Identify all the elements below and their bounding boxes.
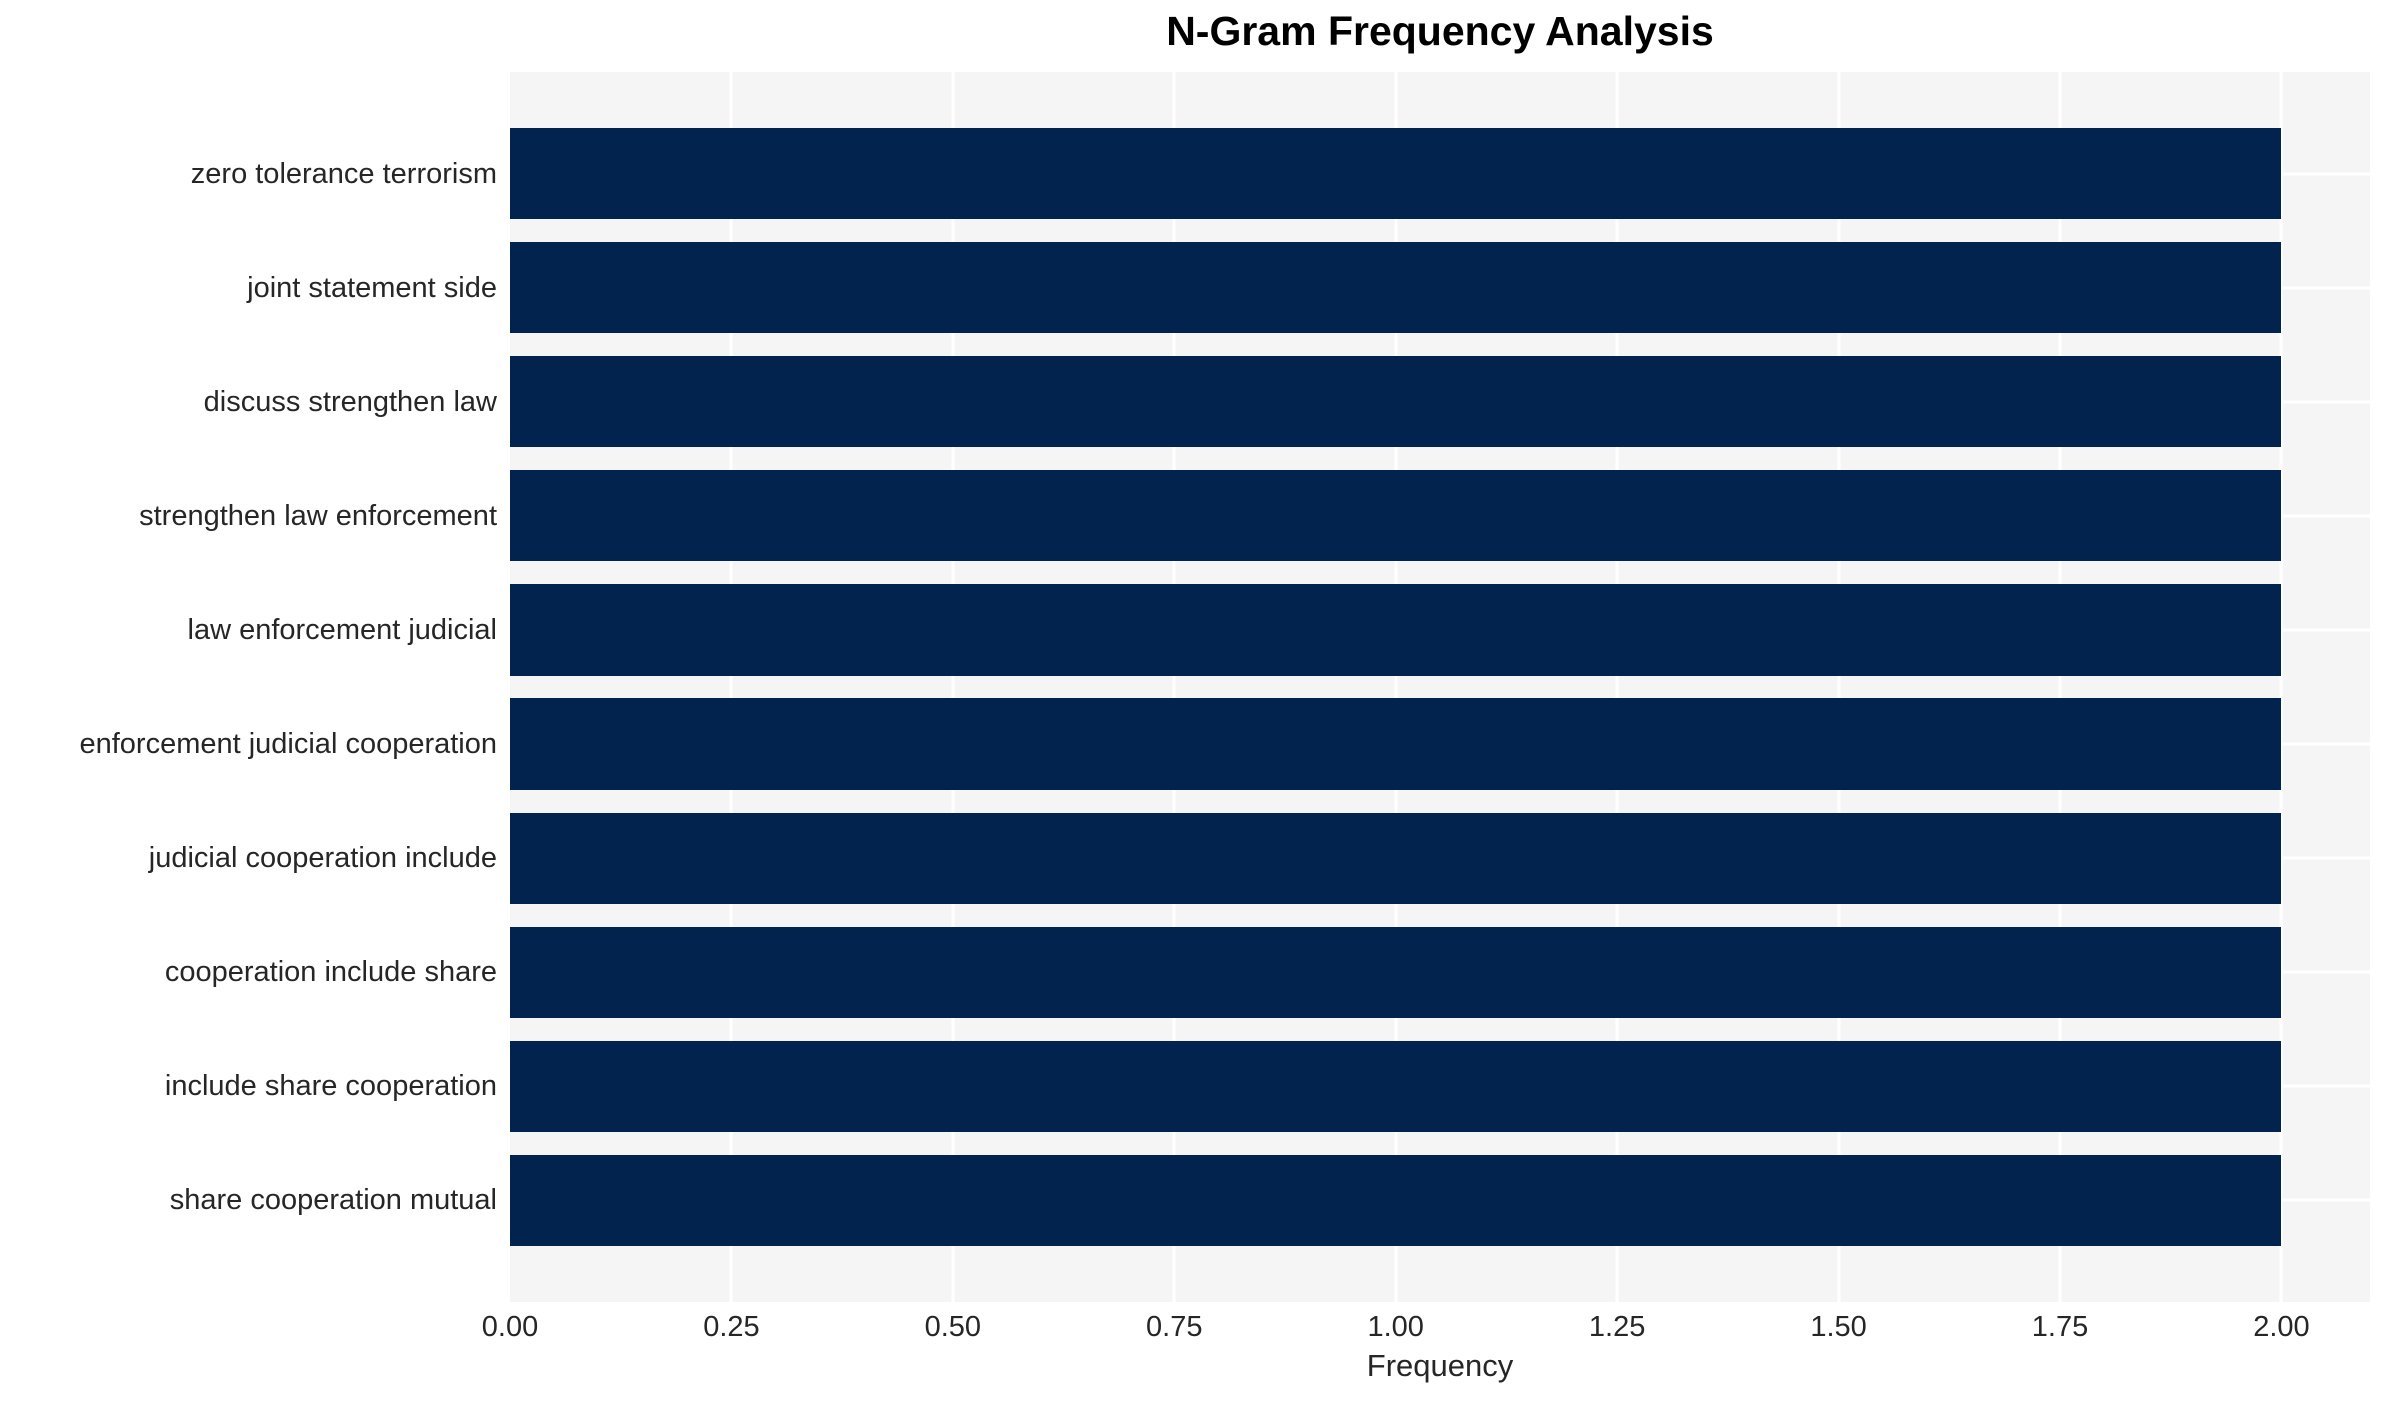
y-tick-label: share cooperation mutual [169, 1184, 497, 1217]
vertical-gridline [1394, 72, 1398, 1302]
bar-strengthen-law-enforcement [510, 470, 2282, 562]
vertical-gridline [1837, 72, 1841, 1302]
x-tick-label: 1.50 [1810, 1311, 1867, 1343]
y-tick-label: joint statement side [247, 271, 497, 304]
x-tick-label: 0.75 [1146, 1311, 1203, 1343]
bar-law-enforcement-judicial [510, 584, 2282, 676]
y-tick-label: cooperation include share [164, 956, 497, 989]
x-tick-label: 0.25 [703, 1311, 760, 1343]
bar-enforcement-judicial-cooperation [510, 698, 2282, 790]
x-tick-label: 2.00 [2253, 1311, 2310, 1343]
bar-discuss-strengthen-law [510, 356, 2282, 448]
vertical-gridline [951, 72, 955, 1302]
bar-zero-tolerance-terrorism [510, 127, 2282, 220]
vertical-gridline [1615, 72, 1619, 1302]
vertical-gridline [2279, 72, 2283, 1302]
y-tick-label: judicial cooperation include [148, 842, 497, 875]
y-tick-label: enforcement judicial cooperation [79, 728, 497, 761]
y-tick-label: discuss strengthen law [203, 385, 497, 418]
x-axis-title: Frequency [1366, 1348, 1514, 1383]
chart-title: N-Gram Frequency Analysis [1166, 8, 1714, 54]
bar-joint-statement-side [510, 242, 2282, 334]
bar-cooperation-include-share [510, 926, 2282, 1018]
plot-area [510, 72, 2370, 1302]
bar-share-cooperation-mutual [510, 1154, 2282, 1247]
bar-judicial-cooperation-include [510, 812, 2282, 904]
y-tick-label: include share cooperation [164, 1070, 497, 1103]
vertical-gridline [1172, 72, 1176, 1302]
bar-include-share-cooperation [510, 1040, 2282, 1132]
vertical-gridline [729, 72, 733, 1302]
x-tick-label: 1.00 [1367, 1311, 1424, 1343]
x-tick-label: 1.75 [2031, 1311, 2089, 1343]
vertical-gridline [2058, 72, 2062, 1302]
y-tick-label: zero tolerance terrorism [190, 157, 497, 190]
y-tick-label: law enforcement judicial [187, 613, 497, 646]
y-tick-label: strengthen law enforcement [139, 499, 497, 532]
x-tick-label: 1.25 [1588, 1311, 1646, 1343]
x-tick-label: 0.50 [924, 1311, 982, 1343]
x-tick-label: 0.00 [481, 1311, 539, 1343]
